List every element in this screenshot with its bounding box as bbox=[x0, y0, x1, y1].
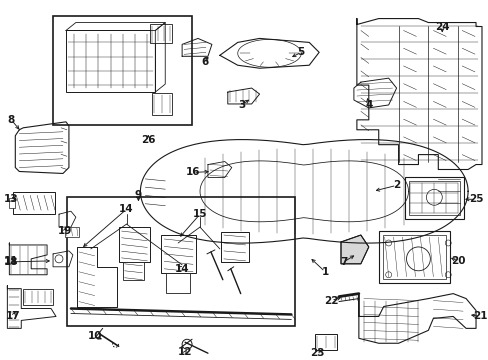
Text: 26: 26 bbox=[141, 135, 155, 145]
Text: 23: 23 bbox=[309, 348, 324, 358]
Bar bbox=[382, 235, 446, 279]
Text: 14: 14 bbox=[174, 264, 189, 274]
Text: 10: 10 bbox=[87, 331, 102, 341]
Polygon shape bbox=[340, 235, 368, 264]
Bar bbox=[407, 181, 459, 215]
Text: 5: 5 bbox=[297, 47, 305, 57]
Text: 21: 21 bbox=[472, 311, 486, 321]
Text: 24: 24 bbox=[434, 22, 448, 32]
Bar bbox=[221, 232, 248, 262]
Text: 8: 8 bbox=[8, 115, 15, 125]
Text: 9: 9 bbox=[135, 190, 142, 200]
Text: 19: 19 bbox=[58, 226, 72, 236]
Bar bbox=[13, 192, 55, 214]
Bar bbox=[404, 177, 463, 219]
Text: 11: 11 bbox=[4, 256, 19, 266]
Text: 2: 2 bbox=[392, 180, 399, 190]
Bar bbox=[161, 235, 196, 273]
Text: 1: 1 bbox=[321, 267, 328, 277]
Bar bbox=[150, 23, 172, 44]
Text: 12: 12 bbox=[178, 347, 192, 357]
Text: 16: 16 bbox=[185, 167, 200, 177]
Bar bbox=[9, 198, 15, 208]
Text: 20: 20 bbox=[450, 256, 465, 266]
Bar bbox=[67, 197, 295, 327]
Bar bbox=[53, 15, 192, 125]
Bar bbox=[66, 31, 155, 92]
Text: 3: 3 bbox=[238, 100, 245, 110]
Text: 15: 15 bbox=[192, 209, 207, 219]
Text: 22: 22 bbox=[323, 296, 338, 306]
Bar bbox=[122, 262, 144, 280]
Text: 4: 4 bbox=[365, 100, 372, 110]
Text: 14: 14 bbox=[119, 204, 134, 214]
Bar bbox=[166, 273, 190, 293]
Text: 17: 17 bbox=[6, 311, 20, 321]
Bar bbox=[378, 231, 449, 283]
Text: 18: 18 bbox=[4, 257, 19, 267]
Bar bbox=[315, 334, 336, 350]
Text: 6: 6 bbox=[201, 57, 208, 67]
Bar bbox=[152, 93, 172, 115]
Bar bbox=[65, 227, 79, 237]
Bar bbox=[23, 289, 53, 305]
Bar bbox=[118, 227, 150, 262]
Text: 7: 7 bbox=[340, 257, 347, 267]
Text: 25: 25 bbox=[468, 194, 482, 204]
Text: 13: 13 bbox=[4, 194, 19, 204]
